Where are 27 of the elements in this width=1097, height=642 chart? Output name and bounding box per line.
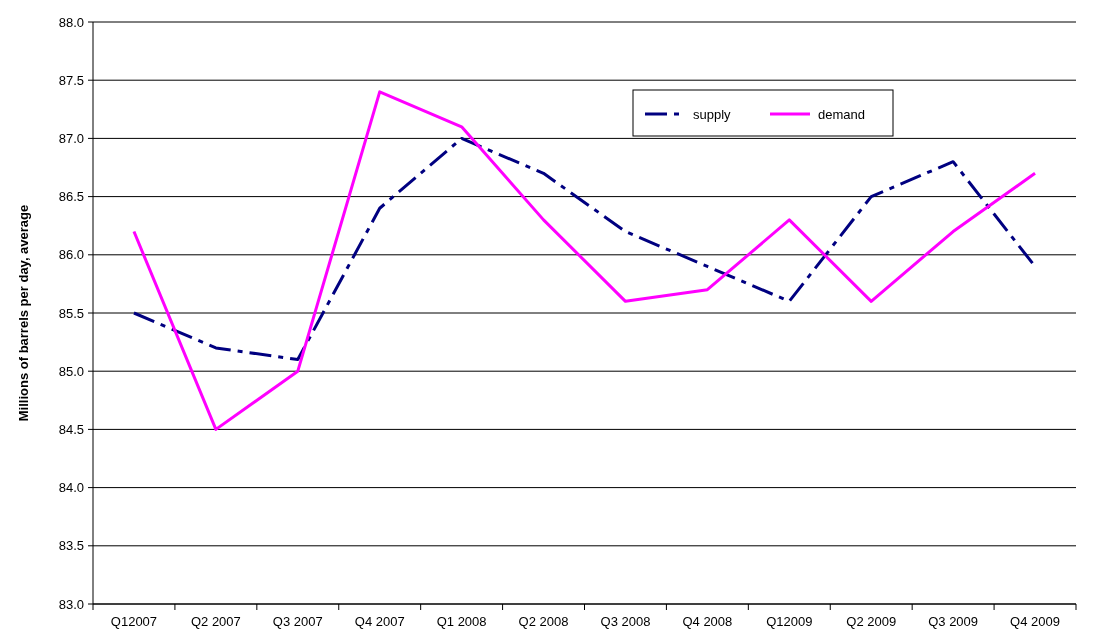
y-tick-label: 87.0 [58, 130, 84, 146]
y-tick-label: 84.5 [58, 421, 84, 437]
x-tick-label: Q4 2009 [1010, 614, 1060, 629]
x-tick-label: Q12009 [766, 614, 813, 629]
x-tick-label: Q12007 [110, 614, 158, 629]
y-tick-label: 85.5 [58, 305, 84, 321]
legend-label: supply [693, 106, 732, 122]
x-tick-label: Q2 2008 [518, 614, 569, 629]
x-tick-label: Q4 2008 [682, 614, 733, 629]
y-tick-label: 83.5 [58, 538, 84, 554]
x-tick-label: Q4 2007 [354, 614, 405, 629]
x-tick-label: Q2 2007 [190, 614, 241, 629]
legend-label: demand [818, 106, 865, 122]
y-axis-title: Millions of barrels per day, average [16, 204, 31, 422]
y-tick-label: 86.0 [58, 247, 84, 263]
x-tick-label: Q3 2007 [272, 614, 323, 629]
x-tick-label: Q3 2008 [600, 614, 651, 629]
y-tick-label: 86.5 [58, 189, 84, 205]
y-tick-label: 85.0 [58, 363, 84, 379]
y-tick-label: 87.5 [58, 72, 84, 88]
x-tick-label: Q2 2009 [846, 614, 897, 629]
x-tick-label: Q1 2008 [436, 614, 487, 629]
y-tick-label: 88.0 [58, 14, 84, 30]
line-series [132, 90, 1037, 431]
y-tick-label: 84.0 [58, 480, 84, 496]
y-tick-label: 83.0 [58, 596, 84, 612]
x-tick-label: Q3 2009 [928, 614, 979, 629]
